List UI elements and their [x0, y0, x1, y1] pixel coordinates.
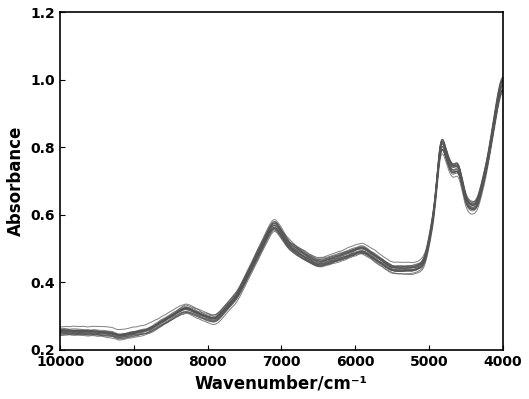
Y-axis label: Absorbance: Absorbance — [7, 126, 25, 236]
X-axis label: Wavenumber/cm⁻¹: Wavenumber/cm⁻¹ — [195, 374, 368, 392]
